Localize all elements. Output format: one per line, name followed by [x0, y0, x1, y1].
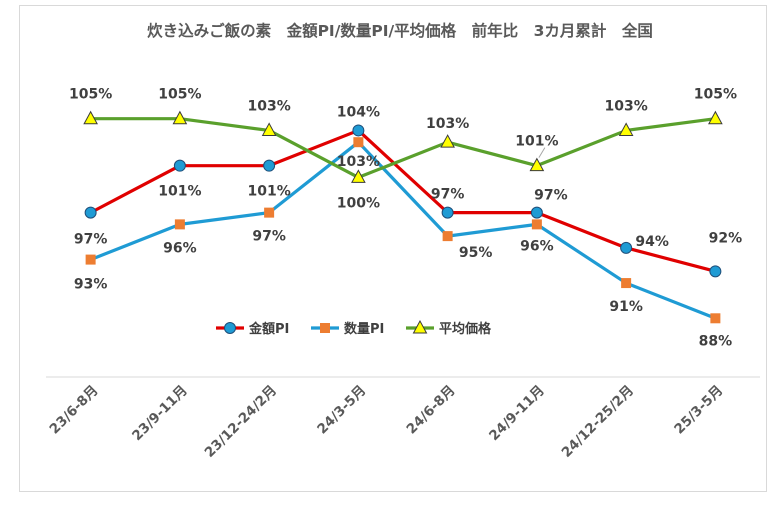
- data-label-kingaku-pi-1: 101%: [158, 184, 201, 200]
- chart-title: 炊き込みご飯の素 金額PI/数量PI/平均価格 前年比 3カ月累計 全国: [147, 21, 653, 40]
- data-point-kingaku-pi-0: [84, 206, 97, 219]
- data-label-suryo-pi-5: 96%: [520, 238, 554, 254]
- data-label-suryo-pi-6: 91%: [609, 299, 643, 315]
- legend-item-heikin-kakaku: 平均価格: [406, 319, 492, 337]
- data-label-kingaku-pi-2: 101%: [247, 184, 290, 200]
- legend-label-heikin-kakaku: 平均価格: [439, 321, 492, 337]
- series-heikin-kakaku: [83, 110, 723, 183]
- legend-item-kingaku-pi: 金額PI: [216, 321, 289, 337]
- leader-line: [538, 147, 546, 158]
- data-point-suryo-pi-3: [353, 137, 364, 148]
- data-point-kingaku-pi-2: [263, 159, 276, 172]
- data-label-heikin-kakaku-7: 105%: [694, 87, 737, 103]
- data-point-heikin-kakaku-5: [529, 157, 545, 172]
- data-label-heikin-kakaku-3: 100%: [337, 195, 380, 211]
- data-point-suryo-pi-7: [710, 313, 721, 324]
- data-point-kingaku-pi-6: [620, 241, 633, 254]
- data-point-kingaku-pi-5: [530, 206, 543, 219]
- series-line-kingaku-pi: [89, 128, 716, 273]
- data-point-heikin-kakaku-0: [83, 110, 98, 125]
- data-label-kingaku-pi-6: 94%: [635, 234, 669, 250]
- data-label-suryo-pi-3: 103%: [337, 154, 380, 170]
- legend-label-kingaku-pi: 金額PI: [248, 321, 289, 337]
- data-label-heikin-kakaku-1: 105%: [158, 87, 201, 103]
- data-point-suryo-pi-2: [264, 207, 275, 218]
- data-point-suryo-pi-0: [85, 254, 96, 265]
- series-suryo-pi: [85, 137, 721, 324]
- x-tick-label-4: 24/6-8月: [404, 383, 459, 438]
- data-label-kingaku-pi-7: 92%: [709, 230, 743, 246]
- chart-frame: [19, 5, 767, 492]
- x-tick-label-3: 24/3-5月: [314, 383, 369, 438]
- x-tick-labels: 23/6-8月 23/9-11月 23/12-24/2月 24/3-5月 24/6-8月…: [47, 383, 727, 461]
- x-tick-label-2: 23/12-24/2月: [202, 383, 280, 461]
- data-label-suryo-pi-2: 97%: [252, 229, 286, 245]
- legend-label-suryo-pi: 数量PI: [344, 321, 384, 337]
- data-point-suryo-pi-5: [531, 219, 542, 230]
- series-kingaku-pi: [84, 124, 722, 278]
- data-label-layer: 97% 101% 101% 104% 97% 97% 94% 92% 93% 96% 97% 103%…: [69, 87, 742, 350]
- x-tick-label-1: 23/9-11月: [129, 383, 191, 445]
- data-label-kingaku-pi-3: 104%: [337, 104, 380, 120]
- data-label-suryo-pi-4: 95%: [459, 245, 493, 261]
- data-label-suryo-pi-7: 88%: [699, 333, 733, 349]
- series-line-suryo-pi: [90, 140, 716, 320]
- x-tick-label-7: 25/3-5月: [671, 383, 726, 438]
- data-label-suryo-pi-0: 93%: [74, 277, 108, 293]
- data-label-kingaku-pi-4: 97%: [431, 187, 465, 203]
- data-label-suryo-pi-1: 96%: [163, 240, 197, 256]
- data-label-kingaku-pi-0: 97%: [74, 232, 108, 248]
- data-point-heikin-kakaku-2: [261, 122, 277, 136]
- x-tick-label-5: 24/9-11月: [486, 383, 548, 445]
- data-label-heikin-kakaku-5: 101%: [515, 134, 558, 150]
- series-layer: [83, 110, 723, 324]
- data-label-kingaku-pi-5: 97%: [534, 188, 568, 204]
- data-point-suryo-pi-1: [174, 219, 185, 230]
- data-label-heikin-kakaku-4: 103%: [426, 116, 469, 132]
- legend-marker-heikin-kakaku: [412, 319, 428, 334]
- data-point-heikin-kakaku-7: [708, 110, 723, 125]
- x-tick-label-6: 24/12-25/2月: [559, 383, 637, 461]
- data-point-kingaku-pi-1: [173, 159, 186, 172]
- data-label-heikin-kakaku-2: 103%: [247, 98, 290, 114]
- legend-item-suryo-pi: 数量PI: [311, 321, 384, 337]
- data-point-suryo-pi-6: [621, 278, 632, 289]
- data-label-heikin-kakaku-0: 105%: [69, 87, 112, 103]
- data-point-heikin-kakaku-1: [172, 110, 188, 125]
- data-point-suryo-pi-4: [442, 231, 453, 242]
- data-label-heikin-kakaku-6: 103%: [604, 98, 647, 114]
- data-point-heikin-kakaku-4: [440, 134, 455, 148]
- x-tick-label-0: 23/6-8月: [47, 383, 102, 438]
- data-point-heikin-kakaku-6: [618, 122, 634, 136]
- data-point-kingaku-pi-3: [352, 124, 365, 137]
- legend: 金額PI 数量PI 平均価格: [216, 319, 492, 337]
- data-point-kingaku-pi-7: [709, 265, 722, 278]
- data-point-heikin-kakaku-3: [351, 169, 366, 183]
- data-point-kingaku-pi-4: [441, 206, 454, 219]
- legend-marker-kingaku-pi: [224, 322, 236, 334]
- legend-marker-suryo-pi: [320, 323, 330, 333]
- series-line-heikin-kakaku: [90, 117, 716, 180]
